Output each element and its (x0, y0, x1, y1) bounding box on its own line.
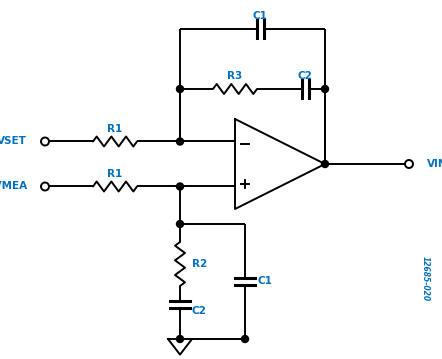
Text: VINT: VINT (427, 159, 442, 169)
Circle shape (176, 220, 183, 228)
Circle shape (176, 138, 183, 145)
Circle shape (321, 85, 328, 93)
Circle shape (241, 336, 248, 342)
Text: R1: R1 (107, 125, 122, 135)
Text: C2: C2 (297, 71, 312, 81)
Text: BVMEA: BVMEA (0, 182, 27, 191)
Text: 12685-020: 12685-020 (420, 256, 430, 302)
Circle shape (176, 85, 183, 93)
Text: VSET: VSET (0, 136, 27, 146)
Circle shape (176, 336, 183, 342)
Text: R1: R1 (107, 169, 122, 180)
Text: C1: C1 (252, 11, 267, 21)
Circle shape (321, 160, 328, 168)
Text: R3: R3 (227, 71, 243, 81)
Circle shape (176, 183, 183, 190)
Text: C1: C1 (257, 276, 272, 286)
Text: C2: C2 (192, 306, 207, 316)
Text: R2: R2 (192, 259, 207, 269)
